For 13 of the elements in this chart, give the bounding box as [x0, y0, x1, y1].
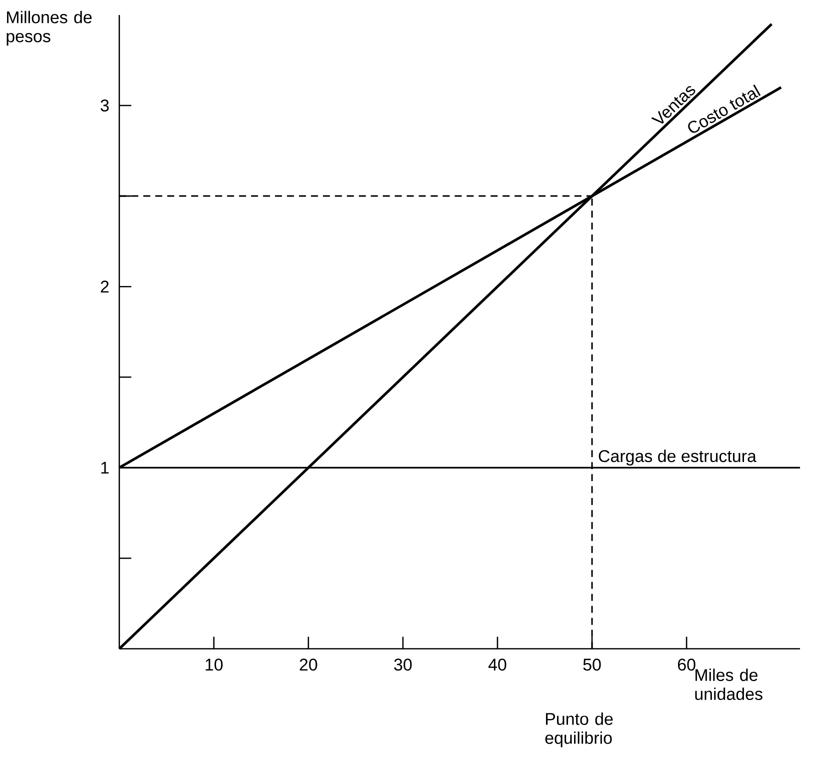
x-tick-label: 10	[206, 658, 223, 671]
x-tick-label: 30	[394, 658, 412, 671]
x-tick-label: 50	[583, 658, 601, 671]
x-axis-title: Miles de unidades	[695, 668, 762, 700]
x-tick-label: 20	[300, 658, 318, 671]
y-axis-title: Millones de pesos	[6, 11, 92, 46]
x-tick-label: 60	[678, 658, 696, 671]
ref-line-label: Cargas de estructura	[598, 450, 756, 466]
text: Punto de equilibrio	[545, 712, 613, 748]
y-tick-label: 3	[100, 100, 109, 112]
y-tick-label: 2	[100, 280, 109, 293]
y-tick-label: 1	[101, 462, 109, 474]
x-tick-label: 40	[488, 658, 506, 671]
